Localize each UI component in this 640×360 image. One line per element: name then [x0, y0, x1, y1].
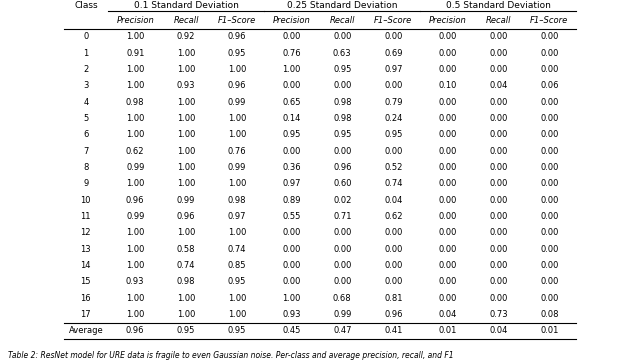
Text: Class: Class	[74, 0, 98, 9]
Text: 0.1 Standard Deviation: 0.1 Standard Deviation	[134, 0, 239, 9]
Text: 0.25 Standard Deviation: 0.25 Standard Deviation	[287, 0, 397, 9]
Text: Table 2: ResNet model for URE data is fragile to even Gaussian noise. Per-class : Table 2: ResNet model for URE data is fr…	[8, 351, 453, 360]
Text: 0.5 Standard Deviation: 0.5 Standard Deviation	[446, 0, 551, 9]
